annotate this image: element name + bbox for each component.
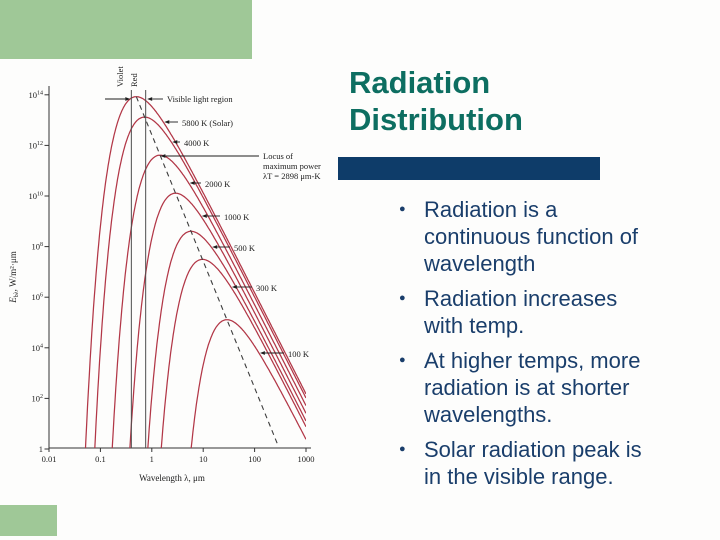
svg-text:0.1: 0.1 bbox=[95, 454, 106, 464]
curve-label: 4000 K bbox=[184, 138, 210, 148]
curve-label: 300 K bbox=[256, 283, 278, 293]
list-item: ● Radiation increases with temp. bbox=[389, 285, 709, 339]
svg-text:Visible light region: Visible light region bbox=[167, 94, 233, 104]
svg-text:1: 1 bbox=[150, 454, 154, 464]
locus-label: λT = 2898 μm-K bbox=[263, 171, 321, 181]
curve-label: 1000 K bbox=[224, 212, 250, 222]
bullet-text: Radiation is a continuous function of wa… bbox=[424, 197, 639, 276]
page-title: Radiation Distribution bbox=[349, 65, 523, 137]
svg-text:1: 1 bbox=[39, 444, 43, 454]
decoration-top-left-rect bbox=[0, 0, 252, 59]
bullet-text: Solar radiation peak is in the visible r… bbox=[424, 437, 642, 489]
svg-text:108: 108 bbox=[32, 242, 44, 252]
list-item: ● Solar radiation peak is in the visible … bbox=[389, 436, 709, 490]
list-item: ● Radiation is a continuous function of w… bbox=[389, 196, 709, 277]
svg-text:Violet: Violet bbox=[115, 66, 125, 87]
svg-text:1010: 1010 bbox=[29, 191, 44, 201]
curve-500K bbox=[147, 230, 306, 448]
svg-text:106: 106 bbox=[32, 292, 44, 302]
curve-100K bbox=[190, 319, 306, 448]
svg-text:102: 102 bbox=[32, 393, 44, 403]
curve-label: 100 K bbox=[288, 349, 310, 359]
bullet-list: ● Radiation is a continuous function of w… bbox=[389, 196, 709, 498]
curve-5800K bbox=[84, 96, 306, 448]
svg-text:1012: 1012 bbox=[29, 140, 44, 150]
svg-text:104: 104 bbox=[32, 343, 44, 353]
svg-text:Ebλ, W/m²·μm: Ebλ, W/m²·μm bbox=[8, 251, 20, 303]
svg-text:100: 100 bbox=[248, 454, 261, 464]
curve-label: 500 K bbox=[234, 243, 256, 253]
bullet-text: Radiation increases with temp. bbox=[424, 286, 618, 338]
curve-4000K bbox=[94, 116, 306, 448]
svg-text:Red: Red bbox=[129, 73, 139, 87]
svg-text:10: 10 bbox=[199, 454, 208, 464]
locus-label: Locus of bbox=[263, 151, 293, 161]
curve-2000K bbox=[111, 154, 306, 448]
svg-text:0.01: 0.01 bbox=[42, 454, 57, 464]
curve-300K bbox=[160, 258, 306, 448]
bullet-icon: ● bbox=[399, 443, 406, 455]
curve-label: 5800 K (Solar) bbox=[182, 118, 233, 128]
locus-label: maximum power bbox=[263, 161, 321, 171]
svg-text:Wavelength λ, μm: Wavelength λ, μm bbox=[139, 473, 205, 483]
svg-text:1000: 1000 bbox=[298, 454, 315, 464]
bullet-icon: ● bbox=[399, 292, 406, 304]
curve-label: 2000 K bbox=[205, 179, 231, 189]
chart-curves bbox=[84, 96, 306, 448]
svg-text:1014: 1014 bbox=[29, 90, 44, 100]
decoration-bottom-left-rect bbox=[0, 505, 57, 536]
chart-annotations: Violet Red Visible light region 5800 K (Sol… bbox=[105, 66, 321, 448]
bullet-icon: ● bbox=[399, 354, 406, 366]
bullet-icon: ● bbox=[399, 203, 406, 215]
title-underline-bar bbox=[338, 157, 600, 180]
curve-1000K bbox=[129, 192, 306, 448]
bullet-text: At higher temps, more radiation is at sh… bbox=[424, 348, 641, 427]
locus-line bbox=[135, 96, 279, 446]
list-item: ● At higher temps, more radiation is at s… bbox=[389, 347, 709, 428]
